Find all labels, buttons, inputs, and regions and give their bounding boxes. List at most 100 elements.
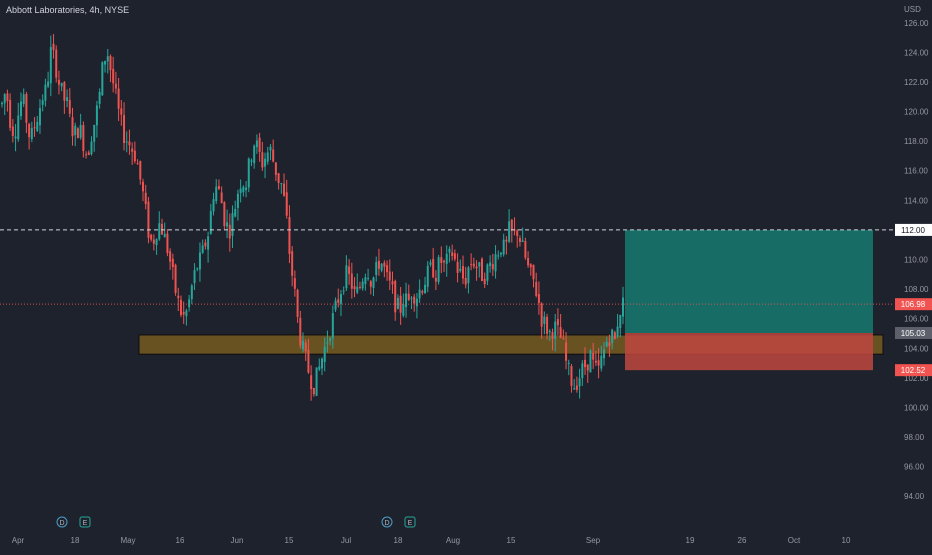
candle-body [364, 277, 367, 285]
candle [33, 117, 36, 137]
candle [158, 211, 161, 241]
candle-body [622, 297, 624, 317]
candle-body [578, 378, 581, 387]
candle [30, 121, 33, 143]
candle [93, 124, 96, 152]
candle [472, 257, 475, 269]
candle [611, 328, 614, 350]
candle [565, 332, 568, 370]
candle [283, 173, 286, 197]
candle [85, 151, 88, 159]
candle [548, 329, 551, 342]
candle [567, 359, 570, 376]
candle-body [258, 137, 261, 152]
candle [537, 281, 540, 315]
candle-body [285, 192, 288, 216]
candle-body [426, 265, 429, 287]
candle-body [315, 367, 318, 396]
candle [304, 339, 307, 361]
candle [198, 242, 201, 282]
candle [415, 293, 418, 319]
candle-body [1, 102, 3, 105]
candle [79, 113, 82, 140]
y-tick-label: 116.00 [904, 167, 928, 176]
candle-body [245, 187, 248, 191]
candle-body [584, 359, 587, 368]
y-tick-label: 96.00 [904, 463, 925, 472]
current-price-label: 106.98 [895, 298, 932, 311]
candle [478, 261, 481, 278]
candle [348, 259, 351, 285]
candle [529, 263, 532, 276]
candle-body [204, 242, 207, 247]
candle-body [155, 239, 158, 245]
candle [274, 162, 277, 181]
candle [204, 239, 207, 250]
candle [255, 134, 258, 154]
candle [250, 158, 253, 167]
candle [375, 256, 378, 282]
candle [426, 261, 429, 293]
candle-body [209, 211, 212, 234]
candle [396, 294, 399, 310]
candle-body [90, 141, 93, 155]
candle-body [453, 253, 456, 260]
candle-body [605, 341, 608, 347]
candle [372, 276, 375, 297]
candle-body [510, 219, 513, 231]
candle-body [250, 160, 253, 162]
candle [367, 268, 370, 281]
candle-body [339, 294, 342, 304]
candle-body [372, 277, 375, 288]
y-tick-label: 114.00 [904, 196, 928, 205]
candle [315, 367, 318, 397]
candle [405, 282, 408, 318]
candle-body [123, 115, 126, 144]
candle [443, 259, 446, 272]
candle [234, 200, 237, 218]
candle-body [440, 257, 443, 264]
candle-body [573, 388, 576, 390]
candle-body [356, 286, 359, 293]
entry-price-label-text: 105.03 [901, 329, 926, 338]
candle [320, 357, 323, 375]
candle [578, 368, 581, 399]
candle-body [49, 47, 52, 84]
stop-zone [625, 333, 873, 371]
candle-body [22, 94, 25, 104]
candle-body [499, 252, 502, 255]
candle-body [71, 117, 74, 137]
candle-body [320, 358, 323, 369]
candle-body [478, 262, 481, 267]
candle-body [516, 230, 519, 237]
candle [418, 279, 421, 304]
target-price-label: 112.00 [895, 223, 932, 236]
candle-body [79, 125, 82, 138]
candle [440, 246, 443, 274]
candle [44, 78, 47, 107]
candle-body [337, 299, 340, 303]
candle-body [236, 193, 239, 208]
candle [597, 348, 600, 379]
stop-price-label-bg [895, 364, 932, 377]
candle-body [543, 316, 546, 324]
candle-body [358, 286, 361, 288]
candle [388, 259, 391, 291]
candle [25, 91, 28, 134]
candle-body [554, 321, 557, 339]
candle-body [76, 128, 79, 139]
candle [3, 93, 6, 116]
candle-body [198, 252, 201, 270]
candle-body [144, 192, 147, 205]
candle-body [402, 304, 405, 316]
candle [516, 229, 519, 248]
candles-layer [1, 33, 624, 401]
candle-body [201, 245, 204, 253]
candle [60, 82, 63, 92]
candle [546, 313, 549, 340]
candle-body [217, 186, 220, 189]
candle-body [166, 233, 169, 254]
